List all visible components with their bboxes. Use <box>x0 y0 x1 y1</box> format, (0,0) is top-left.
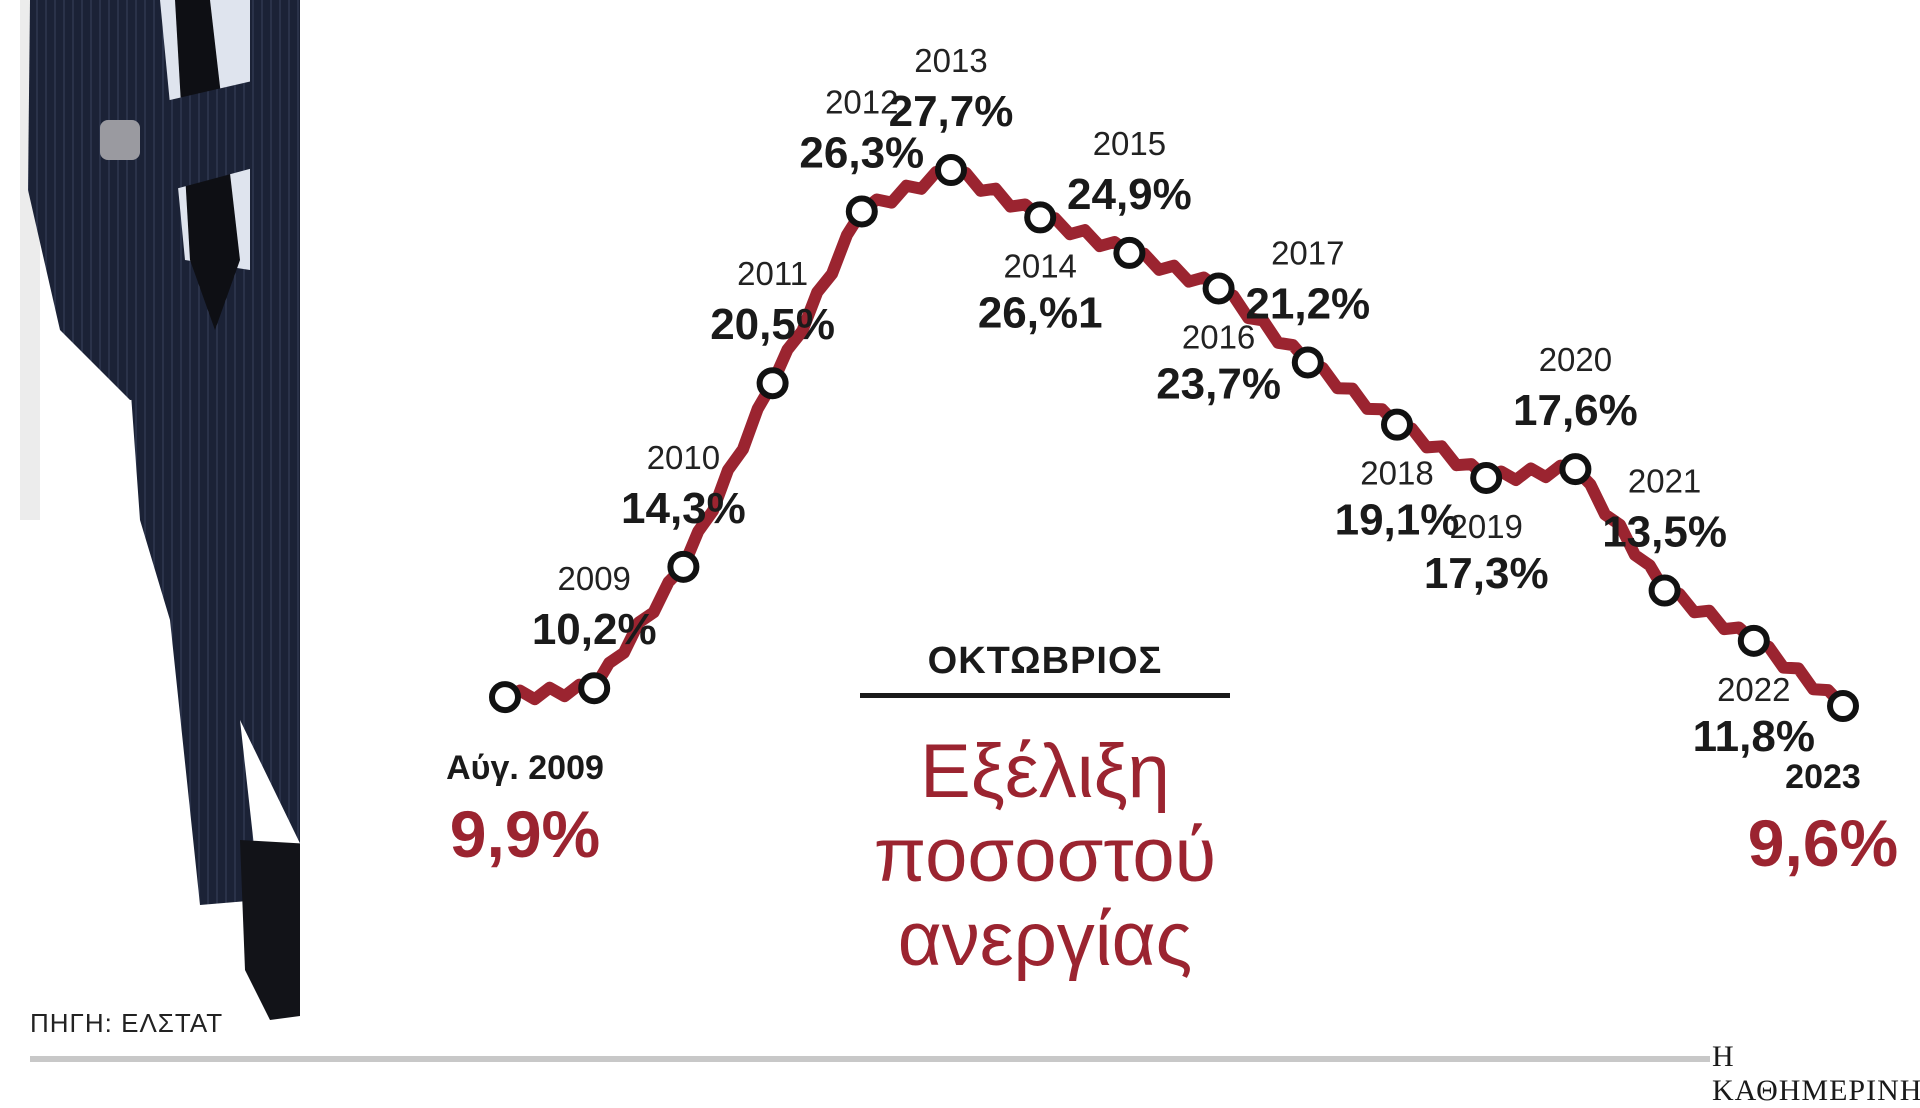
data-point-value-label: 24,9% <box>1067 170 1192 219</box>
data-point-year-label: 2019 <box>1449 508 1522 545</box>
data-point-marker <box>1559 453 1592 486</box>
data-point-value-label: 9,6% <box>1748 806 1898 880</box>
subtitle-divider <box>860 693 1230 698</box>
chart-title-line: Εξέλιξη <box>920 729 1170 814</box>
data-point-marker <box>1737 624 1770 657</box>
chart-title-line: ποσοστού <box>873 813 1217 898</box>
data-point-year-label: 2022 <box>1717 671 1790 708</box>
data-point-value-label: 17,3% <box>1424 549 1549 598</box>
data-point-value-label: 9,9% <box>450 797 600 871</box>
data-point-value-label: 26,%1 <box>978 288 1103 337</box>
data-point-value-label: 20,5% <box>710 300 835 349</box>
unemployment-chart: Αύγ. 2009 9,9% 2009 10,2% 2010 14,3% 2011 20,5%… <box>446 42 1898 880</box>
data-point-year-label: 2023 <box>1785 758 1861 796</box>
data-point-marker <box>756 367 789 400</box>
data-point-value-label: 23,7% <box>1156 359 1281 408</box>
footer-rule <box>30 1056 1710 1062</box>
data-point-year-label: 2009 <box>557 560 630 597</box>
data-point-year-label: 2018 <box>1360 455 1433 492</box>
data-point-year-label: Αύγ. 2009 <box>446 749 604 787</box>
data-point-value-label: 14,3% <box>621 484 746 533</box>
man-in-suit-illustration <box>20 0 300 1020</box>
data-point-marker <box>845 195 878 228</box>
data-point-year-label: 2017 <box>1271 234 1344 271</box>
data-point-marker <box>1648 574 1681 607</box>
chart-title-line: ανεργίας <box>897 897 1193 982</box>
data-point-value-label: 13,5% <box>1602 508 1727 557</box>
data-point-year-label: 2011 <box>737 255 808 292</box>
data-point-value-label: 11,8% <box>1693 712 1815 761</box>
data-point-value-label: 19,1% <box>1335 496 1460 545</box>
data-point-year-label: 2016 <box>1182 318 1255 355</box>
data-point-year-label: 2012 <box>825 83 898 120</box>
data-point-marker <box>578 672 611 705</box>
chart-subtitle: ΟΚΤΩΒΡΙΟΣ <box>927 640 1163 682</box>
data-point-marker <box>1381 408 1413 441</box>
source-note: ΠΗΓΗ: ΕΛΣΤΑΤ <box>30 1008 224 1038</box>
data-point-value-label: 26,3% <box>799 128 924 177</box>
data-point-value-label: 27,7% <box>889 87 1014 136</box>
data-point-marker <box>1470 461 1503 494</box>
data-point-year-label: 2021 <box>1628 463 1701 500</box>
data-point-marker <box>489 681 521 714</box>
data-point-year-label: 2020 <box>1539 341 1612 378</box>
chart-title: Εξέλιξη ποσοστού ανεργίας <box>830 730 1260 982</box>
data-point-marker <box>935 154 967 186</box>
data-point-marker <box>1291 346 1324 379</box>
data-point-marker <box>1202 272 1235 305</box>
unemployment-line <box>499 164 1849 712</box>
data-point-marker <box>1024 201 1057 234</box>
data-point-value-label: 17,6% <box>1513 386 1638 435</box>
data-point-value-label: 10,2% <box>532 605 657 654</box>
data-point-marker <box>667 550 700 583</box>
data-point-marker <box>1113 236 1146 269</box>
data-point-marker <box>1827 690 1859 722</box>
brand-logo: Η ΚΑΘΗΜΕΡΙΝΗ <box>1712 1040 1920 1107</box>
data-point-year-label: 2015 <box>1093 125 1166 162</box>
data-point-year-label: 2013 <box>914 42 987 79</box>
data-point-year-label: 2014 <box>1003 247 1076 284</box>
data-point-year-label: 2010 <box>647 439 720 476</box>
data-point-value-label: 21,2% <box>1245 279 1370 328</box>
